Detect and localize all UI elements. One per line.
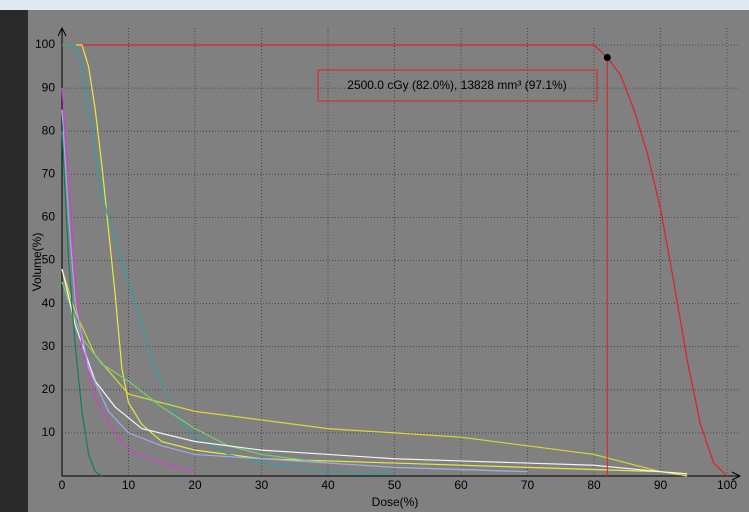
y-tick-label: 100	[35, 37, 55, 51]
x-tick-label: 100	[717, 478, 737, 492]
y-tick-label: 60	[42, 210, 56, 224]
y-tick-label: 80	[42, 123, 56, 137]
y-tick-label: 40	[42, 296, 56, 310]
x-tick-label: 20	[188, 478, 202, 492]
chart: Dose(%) Volume(%) 1020304050607080901000…	[0, 0, 749, 512]
x-tick-label: 60	[454, 478, 468, 492]
y-tick-label: 50	[42, 253, 56, 267]
x-tick-label: 50	[388, 478, 402, 492]
x-tick-label: 30	[255, 478, 269, 492]
ct-image-strip	[0, 10, 28, 512]
annotation-text: 2500.0 cGy (82.0%), 13828 mm³ (97.1%)	[347, 78, 566, 92]
y-tick-label: 70	[42, 166, 56, 180]
y-tick-label: 10	[42, 425, 56, 439]
x-tick-label: 0	[59, 478, 66, 492]
x-axis-label: Dose(%)	[372, 495, 419, 509]
x-tick-label: 40	[321, 478, 335, 492]
top-strip	[0, 0, 749, 10]
x-tick-label: 90	[654, 478, 668, 492]
y-tick-label: 30	[42, 339, 56, 353]
x-tick-label: 10	[122, 478, 136, 492]
y-tick-label: 20	[42, 382, 56, 396]
x-tick-label: 70	[521, 478, 535, 492]
y-tick-label: 90	[42, 80, 56, 94]
x-tick-label: 80	[587, 478, 601, 492]
marker-point	[604, 54, 611, 61]
